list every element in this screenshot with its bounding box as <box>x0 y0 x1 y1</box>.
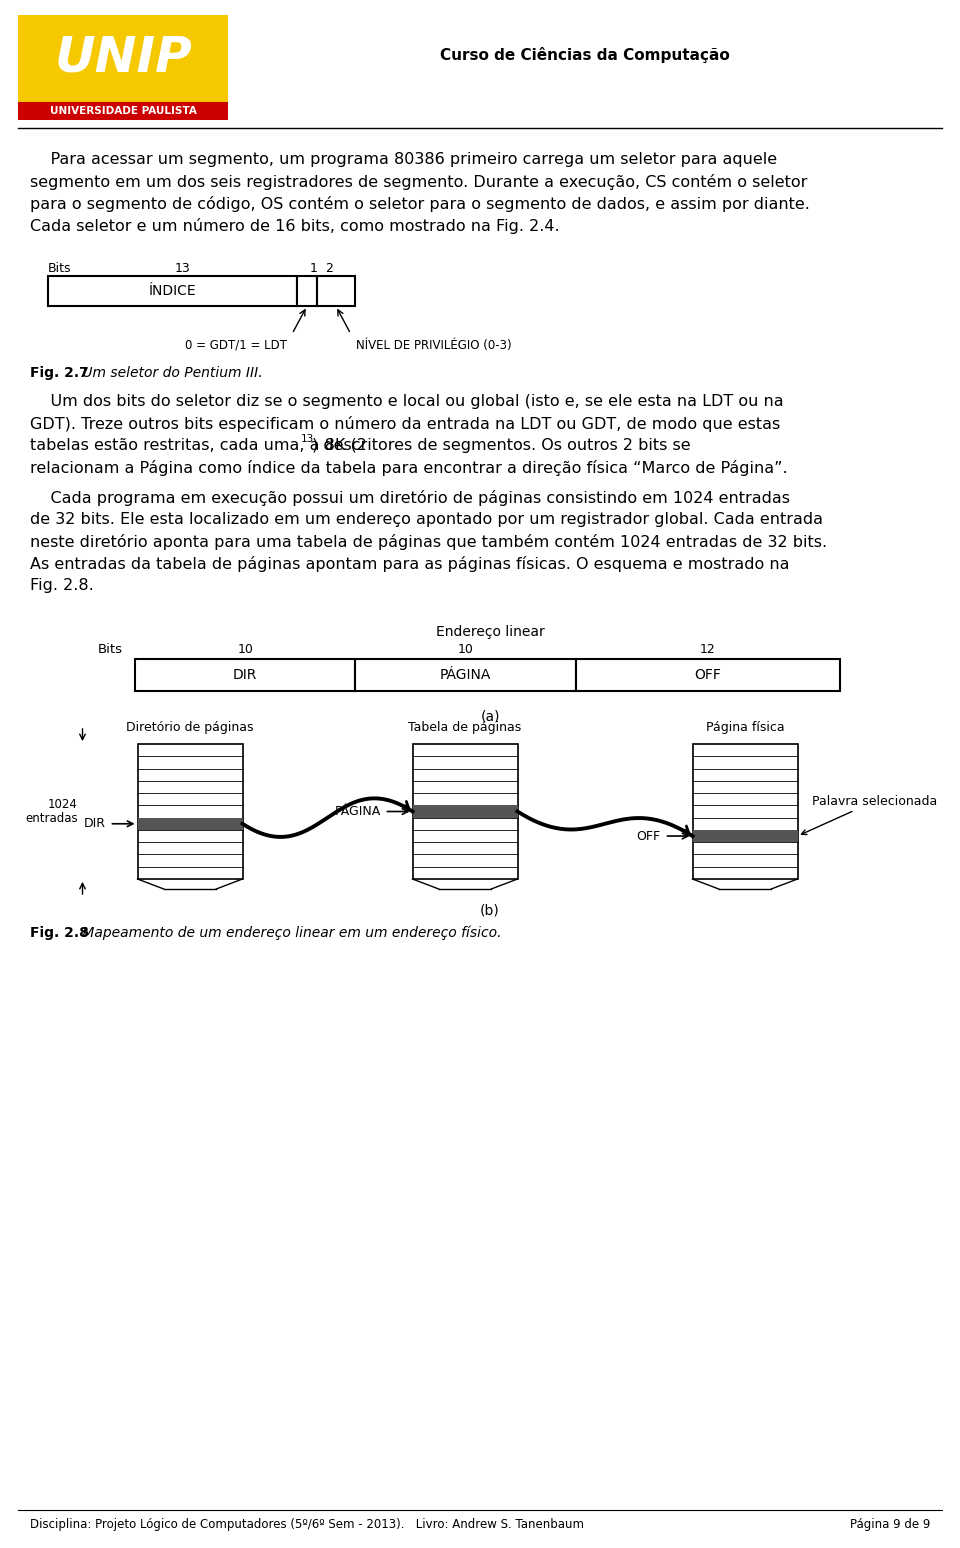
Bar <box>692 830 798 842</box>
Text: Cada programa em execução possui um diretório de páginas consistindo em 1024 ent: Cada programa em execução possui um dire… <box>30 491 790 506</box>
Text: 10: 10 <box>237 642 253 656</box>
Text: Disciplina: Projeto Lógico de Computadores (5º/6º Sem - 2013).   Livro: Andrew S: Disciplina: Projeto Lógico de Computador… <box>30 1519 584 1531</box>
Text: Endereço linear: Endereço linear <box>436 625 544 639</box>
Text: Um seletor do Pentium III.: Um seletor do Pentium III. <box>78 365 263 379</box>
Text: 2: 2 <box>325 262 333 276</box>
Text: OFF: OFF <box>694 669 721 683</box>
Text: 10: 10 <box>458 642 473 656</box>
Text: tabelas estão restritas, cada uma, a 8K (2: tabelas estão restritas, cada uma, a 8K … <box>30 438 367 454</box>
Text: Bits: Bits <box>98 642 123 656</box>
Text: relacionam a Página como índice da tabela para encontrar a direção física “Marco: relacionam a Página como índice da tabel… <box>30 460 787 475</box>
Text: Para acessar um segmento, um programa 80386 primeiro carrega um seletor para aqu: Para acessar um segmento, um programa 80… <box>30 152 778 167</box>
Text: Tabela de páginas: Tabela de páginas <box>408 721 521 734</box>
Text: 13: 13 <box>300 433 314 444</box>
Text: Diretório de páginas: Diretório de páginas <box>127 721 253 734</box>
Text: de 32 bits. Ele esta localizado em um endereço apontado por um registrador globa: de 32 bits. Ele esta localizado em um en… <box>30 512 823 526</box>
Text: PÁGINA: PÁGINA <box>334 805 380 817</box>
Text: (a): (a) <box>480 709 500 723</box>
Bar <box>137 745 243 879</box>
Text: 1024
entradas: 1024 entradas <box>25 797 78 825</box>
Text: UNIP: UNIP <box>54 34 192 82</box>
Text: 0 = GDT/1 = LDT: 0 = GDT/1 = LDT <box>185 339 287 351</box>
Text: 13: 13 <box>175 262 191 276</box>
Bar <box>355 659 576 690</box>
Text: DIR: DIR <box>233 669 257 683</box>
Text: 1: 1 <box>310 262 318 276</box>
Text: Página física: Página física <box>706 721 784 734</box>
Text: ) descritores de segmentos. Os outros 2 bits se: ) descritores de segmentos. Os outros 2 … <box>312 438 690 454</box>
Text: (b): (b) <box>480 904 500 918</box>
Text: Mapeamento de um endereço linear em um endereço físico.: Mapeamento de um endereço linear em um e… <box>78 926 501 941</box>
Text: Um dos bits do seletor diz se o segmento e local ou global (isto e, se ele esta : Um dos bits do seletor diz se o segmento… <box>30 395 783 409</box>
Text: DIR: DIR <box>84 817 106 830</box>
Text: ÍNDICE: ÍNDICE <box>149 283 197 299</box>
Text: PÁGINA: PÁGINA <box>440 669 492 683</box>
Text: Fig. 2.8: Fig. 2.8 <box>30 926 89 940</box>
Text: OFF: OFF <box>636 830 660 842</box>
Bar <box>48 276 298 307</box>
Text: Fig. 2.8.: Fig. 2.8. <box>30 577 94 593</box>
Text: Palavra selecionada: Palavra selecionada <box>802 794 938 834</box>
Bar <box>137 817 243 830</box>
Text: neste diretório aponta para uma tabela de páginas que também contém 1024 entrada: neste diretório aponta para uma tabela d… <box>30 534 828 550</box>
Bar <box>317 276 355 307</box>
Bar <box>692 745 798 879</box>
Bar <box>298 276 317 307</box>
Bar <box>413 745 517 879</box>
Bar <box>18 15 228 105</box>
Bar <box>413 805 517 817</box>
Text: UNIVERSIDADE PAULISTA: UNIVERSIDADE PAULISTA <box>50 105 197 116</box>
Text: Curso de Ciências da Computação: Curso de Ciências da Computação <box>440 46 730 63</box>
Bar <box>135 659 355 690</box>
Text: GDT). Treze outros bits especificam o número da entrada na LDT ou GDT, de modo q: GDT). Treze outros bits especificam o nú… <box>30 416 780 432</box>
Text: Fig. 2.7: Fig. 2.7 <box>30 365 88 379</box>
Text: Bits: Bits <box>48 262 71 276</box>
Text: As entradas da tabela de páginas apontam para as páginas físicas. O esquema e mo: As entradas da tabela de páginas apontam… <box>30 556 789 573</box>
Bar <box>18 102 228 121</box>
Text: segmento em um dos seis registradores de segmento. Durante a execução, CS contém: segmento em um dos seis registradores de… <box>30 173 807 190</box>
Bar <box>576 659 840 690</box>
Text: Cada seletor e um número de 16 bits, como mostrado na Fig. 2.4.: Cada seletor e um número de 16 bits, com… <box>30 218 560 234</box>
Text: Página 9 de 9: Página 9 de 9 <box>850 1519 930 1531</box>
Text: NÍVEL DE PRIVILÉGIO (0-3): NÍVEL DE PRIVILÉGIO (0-3) <box>356 339 512 351</box>
Text: 12: 12 <box>700 642 716 656</box>
Text: para o segmento de código, OS contém o seletor para o segmento de dados, e assim: para o segmento de código, OS contém o s… <box>30 197 810 212</box>
